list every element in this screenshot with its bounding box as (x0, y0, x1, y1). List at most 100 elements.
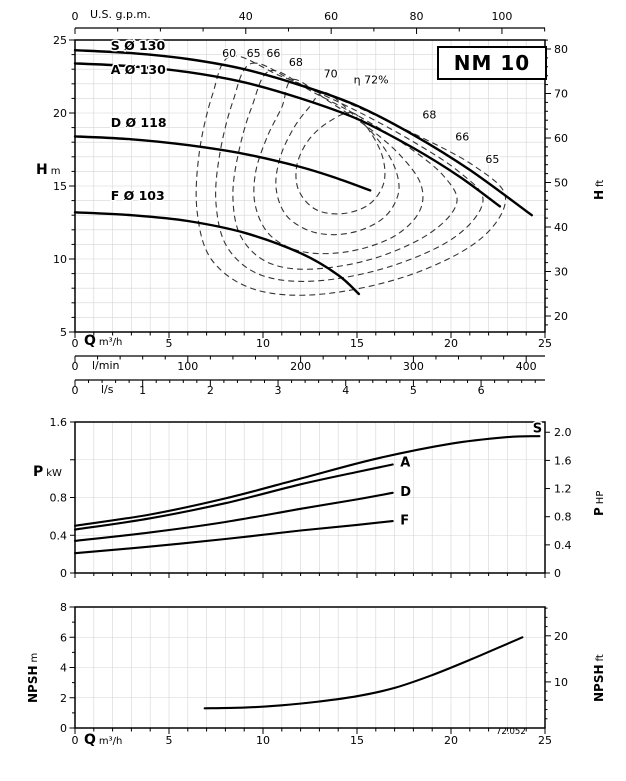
power-right-axis-symbol: P (592, 507, 606, 516)
tick-label: 0.4 (554, 539, 572, 552)
efficiency-contour-72 (295, 112, 386, 215)
tick-label: 15 (53, 180, 67, 193)
efficiency-contour-70 (275, 92, 400, 236)
tick-label: 0 (72, 337, 79, 350)
tick-label: 30 (554, 265, 568, 278)
head-curve-D (73, 135, 372, 192)
power-curve-A (73, 463, 394, 531)
efficiency-contour-65 (215, 62, 484, 282)
tick-label: 20 (444, 337, 458, 350)
tick-label: 1.2 (554, 483, 572, 496)
tick-label: 0.8 (50, 492, 68, 505)
tick-label: 10 (256, 734, 270, 747)
curve-label-S: S Ø 130 (111, 38, 166, 53)
tick-label: 0 (72, 384, 79, 397)
efficiency-label: 70 (324, 68, 338, 81)
drawing-code-note: 72.052 (496, 727, 526, 737)
tick-label: 1 (139, 384, 146, 397)
tick-label: 2.0 (554, 426, 572, 439)
model-label: NM 10 (453, 51, 531, 75)
head-curve-S (73, 49, 533, 217)
curve-label-D: D Ø 118 (111, 115, 167, 130)
tick-label: 0.8 (554, 511, 572, 524)
tick-label: 60 (324, 10, 338, 23)
efficiency-label: η 72% (354, 73, 389, 86)
tick-label: 25 (538, 734, 552, 747)
tick-label: 0 (60, 722, 67, 735)
tick-label: 40 (239, 10, 253, 23)
npsh-left-axis-title: NPSH m (26, 652, 40, 703)
tick-label: 80 (410, 10, 424, 23)
power-curve-label-D: D (400, 485, 411, 500)
efficiency-label: 65 (485, 153, 499, 166)
efficiency-contour-60 (195, 55, 507, 296)
tick-label: 20 (53, 107, 67, 120)
tick-label: 1.6 (554, 454, 572, 467)
tick-label: 0 (72, 734, 79, 747)
power-right-axis-title: P HP (592, 491, 606, 516)
tick-label: 20 (554, 310, 568, 323)
power-left-axis-unit: kW (46, 468, 62, 479)
efficiency-contour-66 (232, 70, 458, 270)
ls-axis-title: l/s (101, 383, 114, 396)
efficiency-label: 68 (422, 108, 436, 121)
curve-label-F: F Ø 103 (111, 188, 165, 203)
tick-label: 0 (72, 10, 79, 23)
tick-label: 10 (554, 676, 568, 689)
tick-label: 25 (538, 337, 552, 350)
tick-label: 60 (554, 132, 568, 145)
head-right-axis-unit: ft (595, 179, 606, 187)
tick-label: 3 (275, 384, 282, 397)
npsh-curve (203, 636, 524, 710)
head-curve-A (73, 62, 502, 208)
tick-label: 40 (554, 221, 568, 234)
lmin-axis-title: l/min (92, 359, 120, 372)
tick-label: 0 (72, 360, 79, 373)
head-right-axis-symbol: H (592, 189, 606, 200)
model-badge: NM 10 (437, 46, 547, 80)
q-axis-unit-npsh: m³/h (98, 736, 123, 747)
tick-label: 20 (554, 630, 568, 643)
tick-label: 25 (53, 34, 67, 47)
head-left-axis-symbol: H (36, 162, 48, 178)
q-axis-unit-head: m³/h (98, 337, 123, 348)
npsh-right-axis-symbol: NPSH (592, 664, 606, 702)
tick-label: 100 (177, 360, 198, 373)
tick-label: 2 (207, 384, 214, 397)
tick-label: 2 (60, 692, 67, 705)
power-curve-label-F: F (400, 514, 409, 529)
tick-label: 70 (554, 87, 568, 100)
tick-label: 200 (290, 360, 311, 373)
tick-label: 100 (491, 10, 512, 23)
q-axis-symbol-npsh: Q (84, 732, 96, 748)
tick-label: 5 (60, 326, 67, 339)
power-curve-S (73, 435, 541, 527)
tick-label: 300 (403, 360, 424, 373)
tick-label: 5 (410, 384, 417, 397)
tick-label: 0 (60, 567, 67, 580)
power-curve-label-A: A (400, 456, 410, 471)
tick-label: 1.6 (50, 416, 68, 429)
efficiency-label: 66 (455, 130, 469, 143)
q-axis-symbol-head: Q (84, 333, 96, 349)
curve-label-A: A Ø 130 (111, 62, 166, 77)
head-right-axis-title: Hft (592, 179, 606, 200)
power-curve-F (73, 520, 394, 555)
npsh-left-axis-unit: m (29, 652, 40, 663)
efficiency-label: 66 (266, 47, 280, 60)
tick-label: 15 (350, 734, 364, 747)
head-left-axis-unit: m (50, 166, 61, 177)
tick-label: 0.4 (50, 529, 68, 542)
efficiency-contour-68 (253, 78, 424, 255)
tick-label: 8 (60, 601, 67, 614)
tick-label: 4 (342, 384, 349, 397)
efficiency-label: 68 (289, 56, 303, 69)
tick-label: 4 (60, 662, 67, 675)
tick-label: 6 (60, 631, 67, 644)
tick-label: 6 (478, 384, 485, 397)
